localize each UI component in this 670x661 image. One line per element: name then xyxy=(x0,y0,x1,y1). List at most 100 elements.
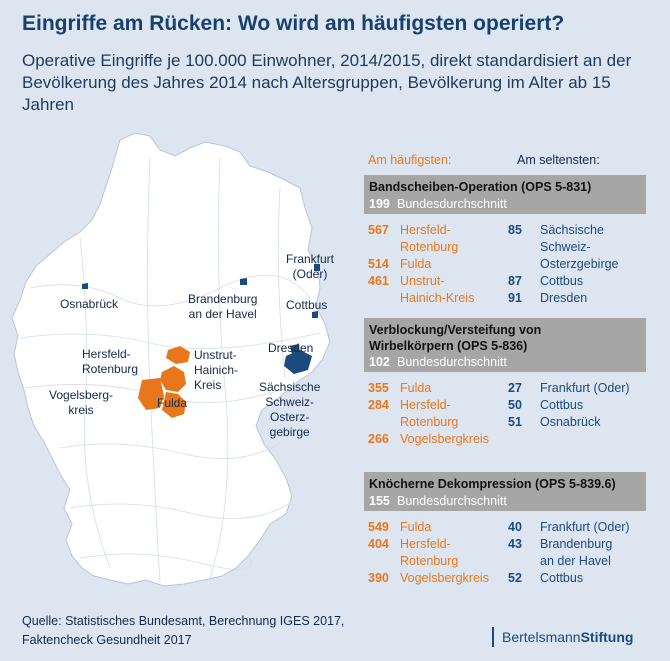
section-heading: Bandscheiben-Operation (OPS 5-831) xyxy=(364,175,646,196)
district-frankfurt-oder xyxy=(314,264,320,271)
entry-name: Fulda xyxy=(400,257,432,271)
entry-value: 52 xyxy=(508,571,522,585)
entry-value: 355 xyxy=(368,381,389,395)
entry-value: 27 xyxy=(508,381,522,395)
entry-name: Sächsische Schweiz- Osterzgebirge xyxy=(540,222,619,273)
map-label-line: kreis xyxy=(68,403,94,417)
section-rows: 567 Hersfeld- Rotenburg 514 Fulda 461 Uns… xyxy=(364,214,646,309)
column-header-least: Am seltensten: xyxy=(517,153,600,167)
district-osnabrueck xyxy=(82,283,88,289)
entry-name: Frankfurt (Oder) xyxy=(540,520,630,534)
entry-name: Cottbus xyxy=(540,274,584,288)
section-heading-line: Verblockung/Versteifung von xyxy=(369,323,542,337)
source-line: Quelle: Statistisches Bundesamt, Berechn… xyxy=(22,614,345,628)
entry-name: Hersfeld- Rotenburg xyxy=(400,222,458,256)
map-label-line: gebirge xyxy=(269,425,310,439)
page-title: Eingriffe am Rücken: Wo wird am häufigst… xyxy=(22,12,565,35)
map-label-line: Hersfeld- xyxy=(82,347,131,361)
column-header-most: Am häufigsten: xyxy=(368,153,452,167)
map-label-line: (Oder) xyxy=(292,267,328,281)
map-label-unstrut: Unstrut- Hainich- Kreis xyxy=(194,348,238,393)
entry-name-line: Brandenburg xyxy=(540,537,613,551)
map-label-line: Osterz- xyxy=(270,410,310,424)
section-heading: Verblockung/Versteifung von Wirbelkörpern… xyxy=(364,318,646,354)
entry-value: 284 xyxy=(368,398,389,412)
section-average: 102 Bundesdurchschnitt xyxy=(364,354,646,372)
entry-name: Frankfurt (Oder) xyxy=(540,381,630,395)
section-dekompression: Knöcherne Dekompression (OPS 5-839.6) 15… xyxy=(364,472,646,591)
entry-value: 40 xyxy=(508,520,522,534)
entry-value: 404 xyxy=(368,537,389,551)
entry-name-line: Rotenburg xyxy=(400,415,459,429)
entry-value: 91 xyxy=(508,291,522,305)
average-value: 155 xyxy=(369,494,390,508)
district-vogelsbergkreis xyxy=(138,378,164,410)
brand-logo: BertelsmannStiftung xyxy=(492,627,633,647)
entry-name: Brandenburg an der Havel xyxy=(540,536,612,570)
average-label: Bundesdurchschnitt xyxy=(397,197,507,211)
entry-value: 514 xyxy=(368,257,389,271)
map-label-line: Hainich- xyxy=(194,363,239,377)
map-label-vogelsberg: Vogelsberg- kreis xyxy=(49,388,113,418)
entry-name: Osnabrück xyxy=(540,415,601,429)
germany-map xyxy=(0,128,360,598)
brand-part2: Stiftung xyxy=(580,629,634,645)
entry-name-line: an der Havel xyxy=(540,554,611,568)
entry-name: Fulda xyxy=(400,381,432,395)
section-bandscheiben: Bandscheiben-Operation (OPS 5-831) 199 Bu… xyxy=(364,175,646,309)
entry-name: Vogelsbergkreis xyxy=(400,571,489,585)
entry-value: 266 xyxy=(368,432,389,446)
average-label: Bundesdurchschnitt xyxy=(397,494,507,508)
entry-name-line: Osterzgebirge xyxy=(540,257,619,271)
entry-name-line: Hersfeld- xyxy=(400,223,451,237)
section-rows: 549 Fulda 404 Hersfeld- Rotenburg 390 Vog… xyxy=(364,511,646,591)
section-heading: Knöcherne Dekompression (OPS 5-839.6) xyxy=(364,472,646,493)
entry-value: 549 xyxy=(368,520,389,534)
map-label-line: Schweiz- xyxy=(265,395,315,409)
entry-name: Hersfeld- Rotenburg xyxy=(400,397,458,431)
average-value: 199 xyxy=(369,197,390,211)
map-label-line: Sächsische xyxy=(259,380,321,394)
map-label-line: an der Havel xyxy=(188,307,257,321)
section-verblockung: Verblockung/Versteifung von Wirbelkörpern… xyxy=(364,318,646,452)
average-label: Bundesdurchschnitt xyxy=(397,355,507,369)
entry-value: 50 xyxy=(508,398,522,412)
entry-name: Unstrut- Hainich-Kreis xyxy=(400,273,474,307)
map-label-fulda: Fulda xyxy=(157,396,188,410)
map-label-line: Kreis xyxy=(194,378,222,392)
map-label-hersfeld: Hersfeld- Rotenburg xyxy=(82,347,138,377)
entry-name-line: Unstrut- xyxy=(400,274,445,288)
map-label-line: Frankfurt xyxy=(286,252,335,266)
entry-name-line: Schweiz- xyxy=(540,240,591,254)
page-subtitle: Operative Eingriffe je 100.000 Einwohner… xyxy=(22,51,632,114)
source-note: Quelle: Statistisches Bundesamt, Berechn… xyxy=(22,612,344,650)
entry-name-line: Hersfeld- xyxy=(400,537,451,551)
germany-map-svg xyxy=(11,132,331,587)
district-saechsische-schweiz xyxy=(284,350,312,374)
map-label-osnabrueck: Osnabrück xyxy=(60,297,119,311)
map-label-saechsische-schweiz: Sächsische Schweiz- Osterz- gebirge xyxy=(259,380,320,440)
map-label-line: Rotenburg xyxy=(82,362,139,376)
map-label-line: Vogelsberg- xyxy=(49,388,114,402)
map-label-dresden: Dresden xyxy=(268,341,314,355)
section-rows: 355 Fulda 284 Hersfeld- Rotenburg 266 Vog… xyxy=(364,372,646,452)
brand-part1: Bertelsmann xyxy=(502,629,581,645)
district-fulda xyxy=(162,392,186,418)
map-label-cottbus: Cottbus xyxy=(286,298,328,312)
average-value: 102 xyxy=(369,355,390,369)
section-average: 155 Bundesdurchschnitt xyxy=(364,493,646,511)
entry-value: 85 xyxy=(508,223,522,237)
district-cottbus xyxy=(312,311,318,318)
entry-name-line: Hainich-Kreis xyxy=(400,291,475,305)
entry-name: Fulda xyxy=(400,520,432,534)
entry-value: 390 xyxy=(368,571,389,585)
entry-name: Hersfeld- Rotenburg xyxy=(400,536,458,570)
map-label-brandenburg: Brandenburg an der Havel xyxy=(188,292,257,322)
section-average: 199 Bundesdurchschnitt xyxy=(364,196,646,214)
map-label-line: Brandenburg xyxy=(188,292,258,306)
entry-value: 87 xyxy=(508,274,522,288)
entry-name-line: Hersfeld- xyxy=(400,398,451,412)
entry-name-line: Sächsische xyxy=(540,223,604,237)
district-hersfeld-rotenburg xyxy=(160,366,186,392)
entry-name-line: Rotenburg xyxy=(400,554,459,568)
